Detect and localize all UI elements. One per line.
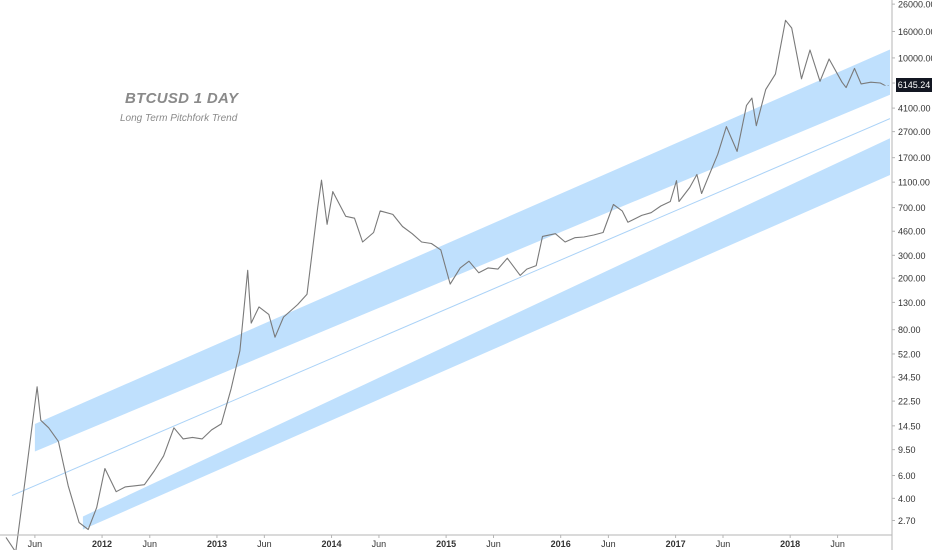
chart-annotation-subtitle: Long Term Pitchfork Trend [120, 113, 238, 124]
y-tick-label: 34.50 [898, 373, 921, 383]
x-tick-label: 2018 [780, 539, 800, 549]
y-tick-label: 460.00 [898, 227, 926, 237]
y-tick-label: 14.50 [898, 421, 921, 431]
y-tick-label: 700.00 [898, 203, 926, 213]
y-tick-label: 9.50 [898, 445, 916, 455]
y-tick-label: 200.00 [898, 274, 926, 284]
x-tick-label: Jun [716, 539, 731, 549]
pitchfork-bands [11, 49, 891, 530]
y-tick-label: 2700.00 [898, 127, 931, 137]
y-tick-label: 10000.00 [898, 53, 932, 63]
x-tick-label: 2015 [436, 539, 456, 549]
price-line [5, 19, 885, 550]
pitchfork-median-line [11, 118, 891, 497]
x-tick-label: 2013 [207, 539, 227, 549]
chart-annotation-title: BTCUSD 1 DAY [125, 90, 239, 107]
y-axis: 26000.0016000.0010000.006400.004100.0027… [891, 0, 932, 550]
pitchfork-upper-band [34, 49, 891, 452]
y-tick-label: 1100.00 [898, 178, 930, 188]
y-tick-label: 4100.00 [898, 104, 931, 114]
x-tick-label: 2012 [92, 539, 112, 549]
x-tick-label: Jun [372, 539, 387, 549]
x-tick-label: 2016 [551, 539, 571, 549]
x-tick-label: Jun [601, 539, 616, 549]
x-tick-label: 2017 [666, 539, 686, 549]
y-tick-label: 22.50 [898, 397, 921, 407]
x-tick-label: Jun [257, 539, 272, 549]
x-tick-label: Jun [143, 539, 158, 549]
y-tick-label: 130.00 [898, 298, 926, 308]
y-tick-label: 2.70 [898, 516, 916, 526]
y-tick-label: 16000.00 [898, 27, 932, 37]
last-price-label: 6145.24 [896, 78, 932, 92]
y-tick-label: 4.00 [898, 494, 916, 504]
y-tick-label: 6.00 [898, 471, 916, 481]
x-tick-label: Jun [28, 539, 43, 549]
x-axis: Jun 2012 Jun 2013 Jun 2014 Jun 2015 Jun 2016 Jun 20… [0, 534, 892, 549]
pitchfork-lower-band [82, 138, 890, 530]
y-tick-label: 80.00 [898, 325, 921, 335]
x-tick-label: Jun [830, 539, 845, 549]
price-series [5, 19, 890, 550]
y-tick-label: 26000.00 [898, 0, 932, 10]
y-tick-label: 52.00 [898, 349, 921, 359]
y-tick-label: 1700.00 [898, 153, 931, 163]
y-tick-label: 300.00 [898, 251, 926, 261]
x-tick-label: Jun [486, 539, 501, 549]
x-tick-label: 2014 [322, 539, 342, 549]
